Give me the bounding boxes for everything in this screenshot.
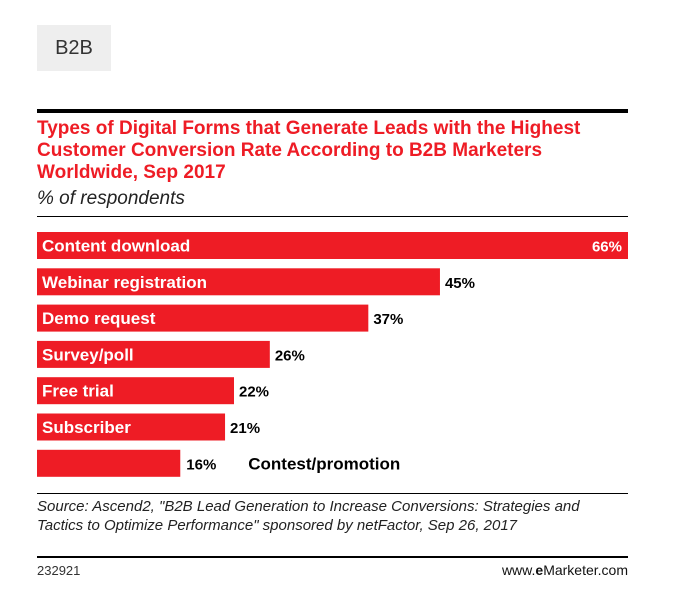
- value-label-4: 22%: [239, 384, 269, 401]
- bar-5: [37, 413, 226, 441]
- bar-1: [37, 268, 440, 296]
- chart-title: Types of Digital Forms that Generate Lea…: [37, 118, 581, 183]
- category-label-0: Content download: [42, 237, 190, 256]
- category-label-1: Webinar registration: [42, 273, 207, 292]
- value-label-2: 37%: [373, 311, 403, 328]
- category-label-3: Survey/poll: [42, 345, 134, 364]
- bottom-rule: [37, 556, 628, 558]
- value-label-6: 16%: [186, 456, 216, 473]
- value-label-1: 45%: [445, 275, 475, 292]
- value-label-0: 66%: [592, 239, 622, 256]
- chart-subtitle: % of respondents: [37, 188, 185, 209]
- category-label-4: Free trial: [42, 382, 114, 401]
- source-note: Source: Ascend2, "B2B Lead Generation to…: [37, 498, 580, 534]
- value-label-3: 26%: [275, 347, 305, 364]
- brand-e: e: [535, 562, 544, 578]
- chart-id: 232921: [37, 563, 81, 578]
- bar-6: [37, 449, 181, 477]
- category-tag: B2B: [37, 25, 111, 71]
- brand-name: Marketer.com: [543, 562, 628, 578]
- source-rule: [37, 493, 628, 494]
- brand-logo[interactable]: www.eMarketer.com: [502, 562, 628, 578]
- category-label-6: Contest/promotion: [248, 454, 400, 473]
- bar-4: [37, 377, 234, 405]
- bar-2: [37, 304, 369, 332]
- brand-prefix: www.: [501, 562, 536, 578]
- bar-3: [37, 340, 270, 368]
- top-rule: [37, 109, 628, 113]
- value-label-5: 21%: [230, 420, 260, 437]
- category-label-5: Subscriber: [42, 418, 131, 437]
- category-label-2: Demo request: [42, 309, 156, 328]
- bar-0: [37, 232, 628, 259]
- subtitle-rule: [37, 216, 628, 217]
